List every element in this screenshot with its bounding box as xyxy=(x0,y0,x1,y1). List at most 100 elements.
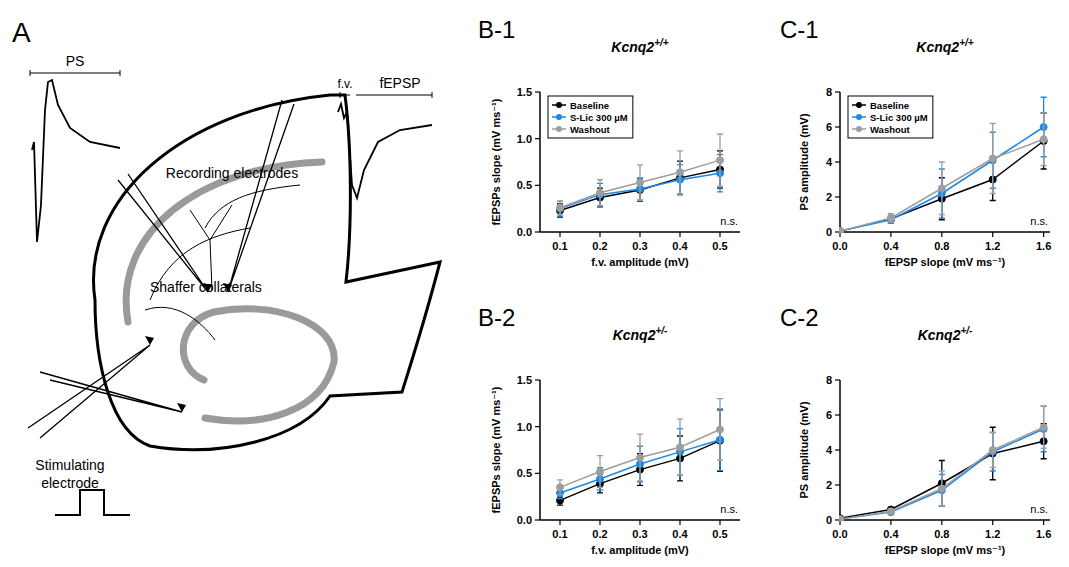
series-line xyxy=(560,429,720,487)
figure: APSf.v.fEPSPRecording electrodesShaffer … xyxy=(0,0,1069,567)
y-tick-label: 6 xyxy=(826,121,832,133)
error-bar xyxy=(717,134,723,186)
x-tick-label: 0.3 xyxy=(632,528,647,540)
y-axis xyxy=(539,92,541,232)
y-tick xyxy=(835,161,840,162)
y-tick xyxy=(835,379,840,380)
x-tick-label: 0.1 xyxy=(552,240,567,252)
legend-label: S-Lic 300 µM xyxy=(570,112,628,123)
y-tick-label: 0.0 xyxy=(517,514,532,526)
y-tick-label: 4 xyxy=(826,444,833,456)
data-point xyxy=(1040,136,1047,143)
diagram-label: Recording electrodes xyxy=(166,165,298,181)
annotation: n.s. xyxy=(1030,503,1048,515)
error-bar xyxy=(557,480,563,495)
trace-bracket xyxy=(340,92,432,98)
y-tick-label: 0.0 xyxy=(517,226,532,238)
y-tick xyxy=(535,473,540,474)
y-axis-title: fEPSPs slope (mV ms⁻¹) xyxy=(490,386,502,513)
x-tick xyxy=(941,232,942,237)
series-line xyxy=(560,160,720,208)
annotation: n.s. xyxy=(720,215,738,227)
data-point xyxy=(938,485,945,492)
data-point xyxy=(557,205,564,212)
title-superscript: +/+ xyxy=(959,37,974,48)
x-tick-label: 1.6 xyxy=(1036,528,1051,540)
panel-label: C-2 xyxy=(780,304,819,331)
x-tick-label: 1.6 xyxy=(1036,240,1051,252)
data-point xyxy=(887,215,894,222)
x-tick xyxy=(1043,520,1044,525)
y-tick-label: 2 xyxy=(826,479,832,491)
x-tick xyxy=(890,232,891,237)
plot-area xyxy=(839,97,1047,233)
data-point xyxy=(839,228,844,233)
x-tick-label: 0.5 xyxy=(712,528,727,540)
chart: C-2Kcnq2+/-024680.00.40.81.21.6fEPSP slo… xyxy=(780,304,1051,556)
legend-marker xyxy=(556,102,562,108)
x-tick-label: 1.2 xyxy=(985,528,1000,540)
electrode xyxy=(28,345,150,438)
series-line xyxy=(840,429,1044,519)
electrode-tip xyxy=(177,403,186,412)
y-tick xyxy=(835,126,840,127)
y-tick-label: 1.0 xyxy=(517,133,532,145)
error-bar xyxy=(597,456,603,488)
error-bar xyxy=(637,165,643,200)
error-bar xyxy=(1041,406,1047,448)
panel-label: B-1 xyxy=(478,16,515,43)
x-tick-label: 0.0 xyxy=(832,528,847,540)
x-tick xyxy=(992,232,993,237)
chart: B-1Kcnq2+/+0.00.51.01.50.10.20.30.40.5f.… xyxy=(478,16,740,268)
stimulus-pulse xyxy=(55,490,130,515)
data-point xyxy=(557,484,564,491)
series-line xyxy=(840,141,1044,231)
y-tick-label: 2 xyxy=(826,191,832,203)
x-tick xyxy=(639,520,640,525)
legend-marker xyxy=(856,114,862,120)
x-tick-label: 0.4 xyxy=(672,528,688,540)
x-axis xyxy=(840,519,1050,521)
x-tick-label: 0.4 xyxy=(672,240,688,252)
data-point xyxy=(557,204,564,211)
legend-marker xyxy=(856,126,862,132)
data-point xyxy=(887,508,894,515)
data-point xyxy=(717,426,724,433)
legend-marker xyxy=(556,114,562,120)
error-bar xyxy=(888,215,894,222)
chart: B-2Kcnq2+/-0.00.51.01.50.10.20.30.40.5f.… xyxy=(478,304,740,556)
error-bar xyxy=(888,214,894,223)
legend-marker xyxy=(556,126,562,132)
legend-label: Baseline xyxy=(570,100,609,111)
title-base: Kcnq2 xyxy=(613,327,656,343)
x-tick-label: 0.2 xyxy=(592,240,607,252)
panel-a: APSf.v.fEPSPRecording electrodesShaffer … xyxy=(12,17,440,515)
y-tick-label: 1.5 xyxy=(517,86,532,98)
data-point xyxy=(887,215,894,222)
title-superscript: +/- xyxy=(655,325,668,336)
data-point xyxy=(677,169,684,176)
y-tick xyxy=(535,185,540,186)
label-line: electrode xyxy=(41,475,99,491)
data-point xyxy=(1040,424,1047,431)
series-line xyxy=(840,127,1044,231)
data-point xyxy=(637,179,644,186)
ca-layer xyxy=(126,162,322,322)
y-tick xyxy=(535,519,540,520)
electrode xyxy=(40,372,182,412)
title-superscript: +/- xyxy=(960,325,973,336)
x-tick xyxy=(719,520,720,525)
x-tick-label: 0.8 xyxy=(934,240,949,252)
title-base: Kcnq2 xyxy=(611,39,654,55)
error-bar xyxy=(1041,113,1047,169)
slice-outline xyxy=(94,95,440,450)
y-axis-title: PS amplitude (mV) xyxy=(798,401,810,499)
error-bar xyxy=(990,433,996,468)
y-tick xyxy=(835,414,840,415)
x-tick xyxy=(639,232,640,237)
y-axis-title: PS amplitude (mV) xyxy=(798,113,810,211)
series-line xyxy=(840,441,1044,518)
x-tick-label: 0.5 xyxy=(712,240,727,252)
panel-label: B-2 xyxy=(478,304,515,331)
x-tick xyxy=(679,232,680,237)
